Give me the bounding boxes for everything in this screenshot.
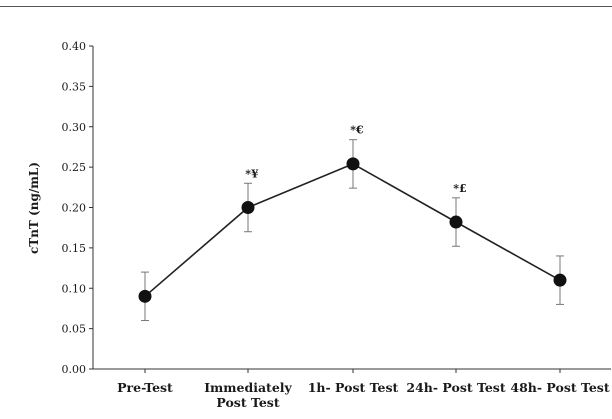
data-point bbox=[241, 201, 255, 214]
x-category-label: Pre-Test bbox=[117, 380, 173, 395]
significance-annotation: *€ bbox=[350, 124, 364, 137]
significance-annotation: *£ bbox=[453, 182, 466, 195]
y-axis-ticks: 0.00 0.05 0.10 0.15 0.20 0.25 0.30 0.35 0.40 bbox=[62, 40, 93, 376]
x-category-label-line: Post Test bbox=[216, 395, 279, 410]
y-tick-label: 0.15 bbox=[62, 242, 87, 255]
x-category-label: Immediately Post Test bbox=[204, 380, 292, 410]
x-category-label-line: 48h- Post Test bbox=[510, 380, 609, 395]
y-tick-label: 0.35 bbox=[62, 80, 87, 93]
x-category-label-line: Immediately bbox=[204, 380, 292, 395]
data-point bbox=[553, 273, 567, 287]
y-tick-label: 0.40 bbox=[62, 40, 87, 53]
y-tick-label: 0.30 bbox=[62, 121, 87, 134]
y-tick-label: 0.00 bbox=[62, 363, 87, 376]
data-point bbox=[346, 157, 360, 171]
data-points bbox=[138, 157, 567, 303]
y-tick-label: 0.20 bbox=[62, 202, 87, 215]
x-category-label-line: 24h- Post Test bbox=[406, 380, 505, 395]
x-category-label-line: 1h- Post Test bbox=[308, 380, 399, 395]
significance-annotations: *¥ *€ *£ bbox=[245, 124, 466, 195]
y-tick-label: 0.25 bbox=[62, 161, 87, 174]
y-tick-label: 0.10 bbox=[62, 282, 87, 295]
significance-annotation: *¥ bbox=[245, 167, 259, 180]
y-axis-title: cTnT (ng/mL) bbox=[27, 162, 41, 254]
x-category-label: 24h- Post Test bbox=[406, 380, 505, 395]
x-category-label-line: Pre-Test bbox=[117, 380, 173, 395]
axes bbox=[92, 46, 611, 370]
figure-top-rule bbox=[0, 6, 612, 7]
y-tick-label: 0.05 bbox=[62, 323, 87, 336]
x-category-label: 48h- Post Test bbox=[510, 380, 609, 395]
data-point bbox=[449, 215, 463, 229]
data-point bbox=[138, 289, 152, 303]
x-category-label: 1h- Post Test bbox=[308, 380, 399, 395]
x-axis-category-labels: Pre-Test Immediately Post Test 1h- Post Tes… bbox=[117, 369, 610, 410]
